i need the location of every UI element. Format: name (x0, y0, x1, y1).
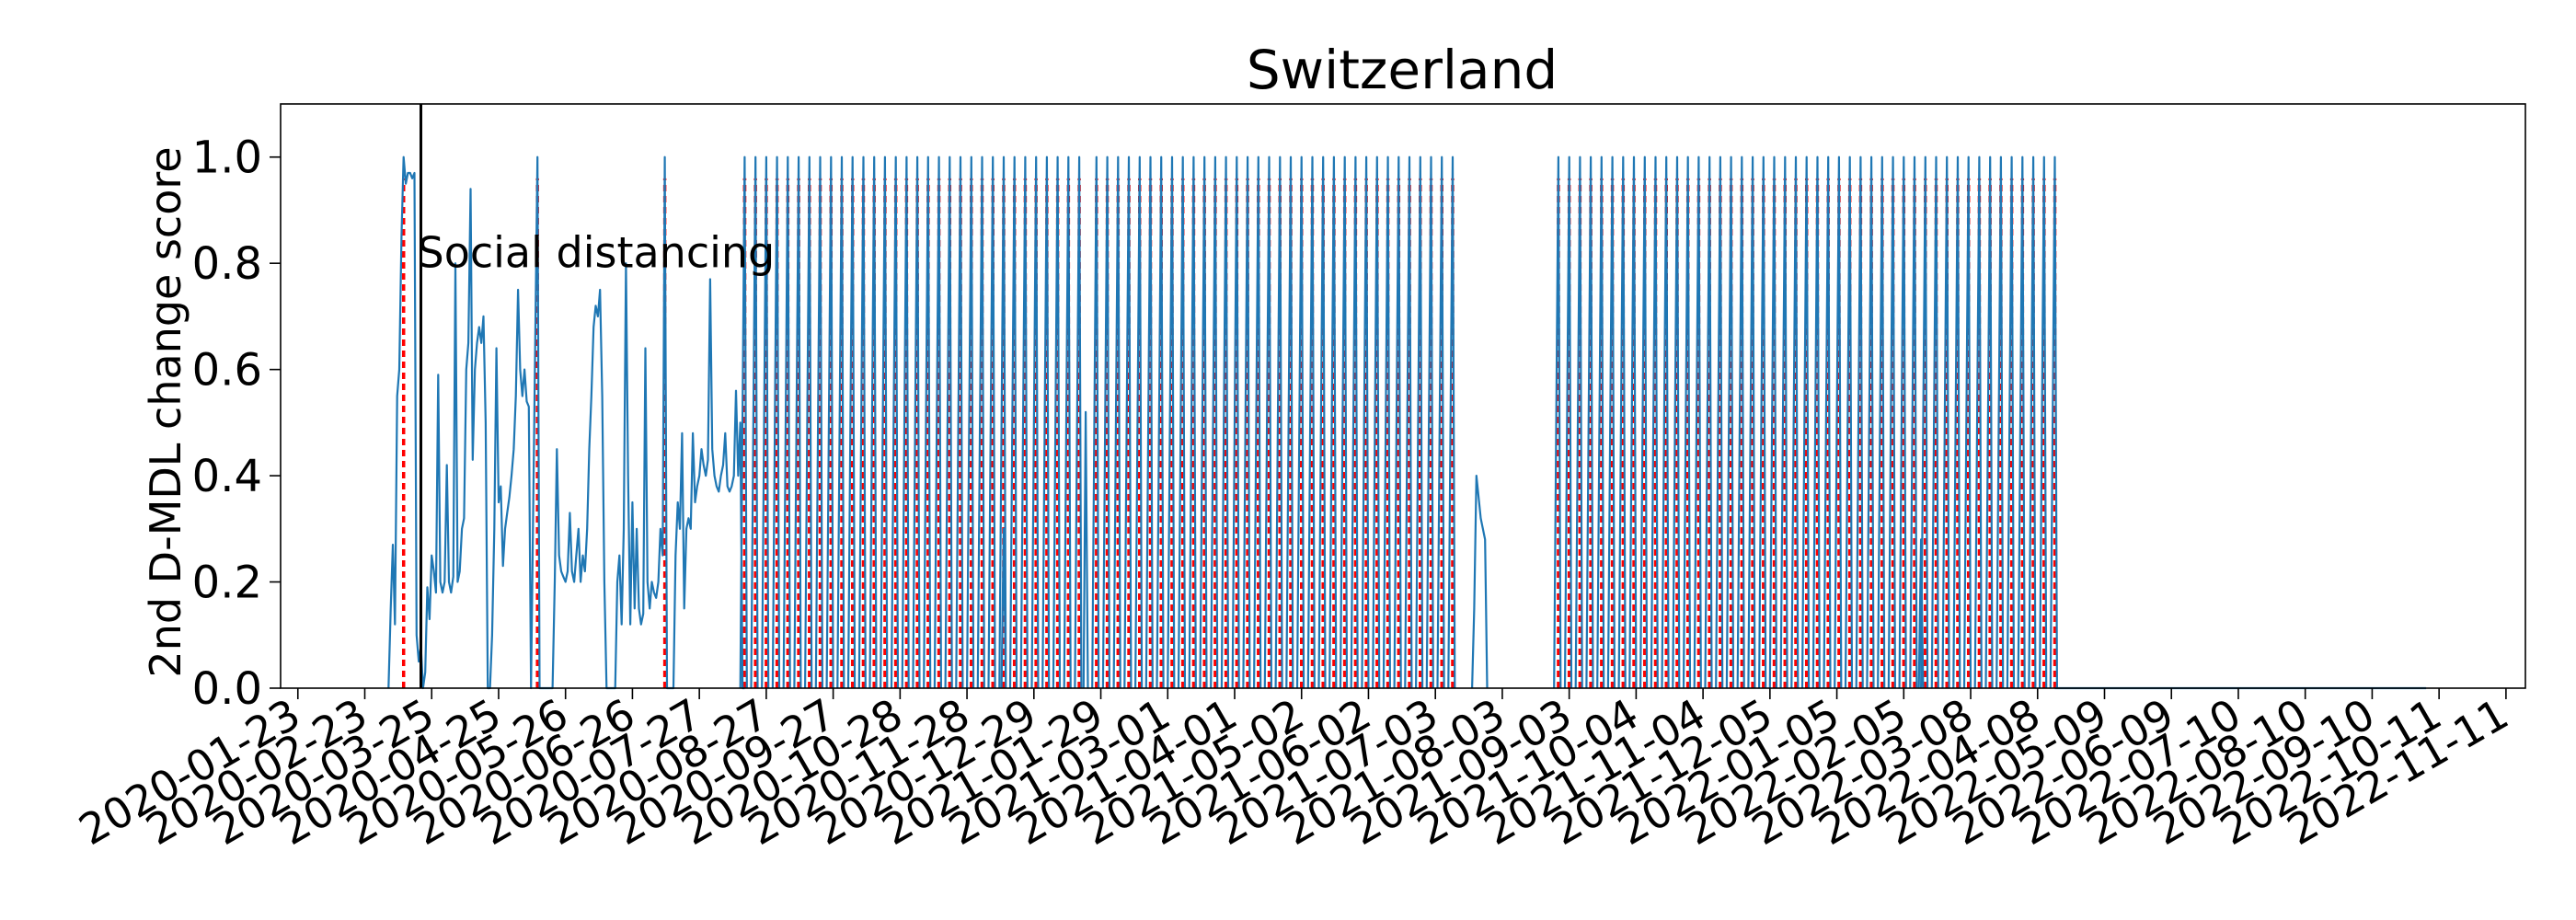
y-tick-label: 0.2 (192, 558, 262, 609)
series-line (387, 155, 2427, 690)
y-axis: 0.0 0.2 0.4 0.6 0.8 1.0 (192, 132, 281, 715)
y-tick-label: 1.0 (192, 132, 262, 184)
event-annotation: Social distancing (418, 104, 776, 688)
axes-frame (280, 103, 2526, 689)
y-tick-label: 0.0 (192, 663, 262, 715)
series-line-group (387, 155, 2427, 690)
x-axis: 2020-01-232020-02-232020-03-252020-04-25… (71, 688, 2516, 855)
y-tick-label: 0.4 (192, 451, 262, 502)
y-tick-label: 0.6 (192, 345, 262, 397)
event-label: Social distancing (418, 228, 776, 278)
chart-title: Switzerland (1247, 39, 1558, 101)
y-axis-label: 2nd D-MDL change score (141, 146, 190, 677)
y-tick-label: 0.8 (192, 238, 262, 290)
